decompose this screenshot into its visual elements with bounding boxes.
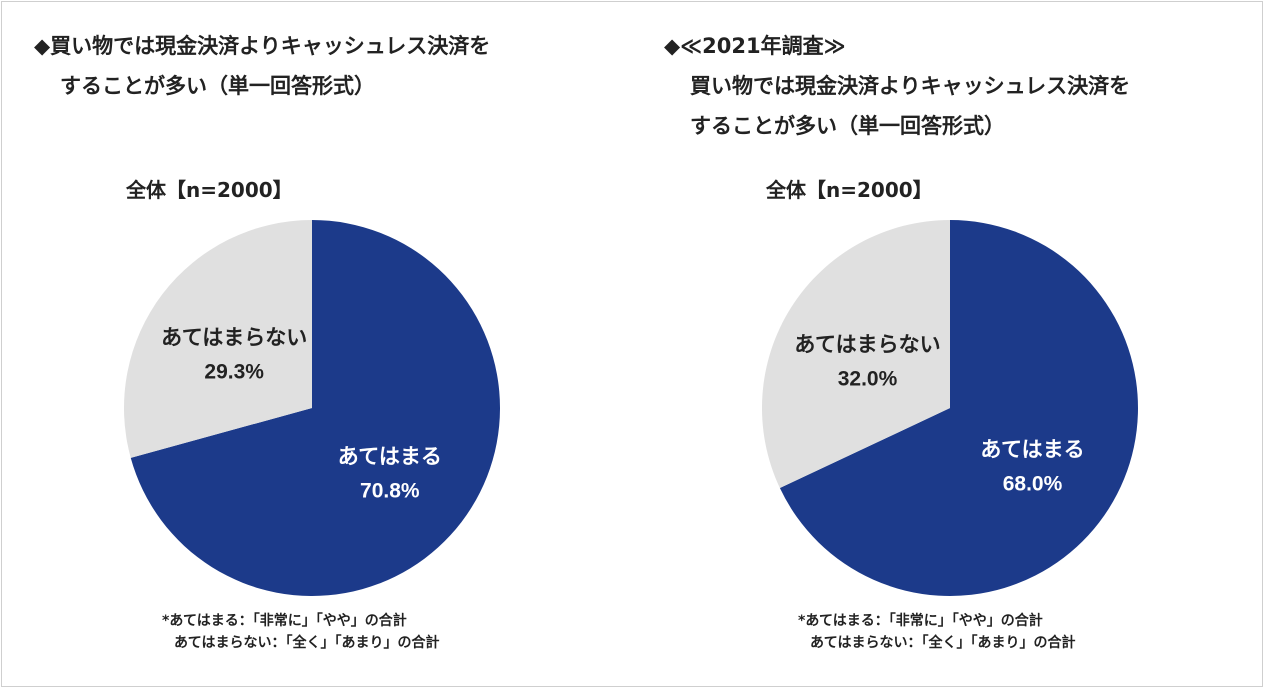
note-line-2: あてはまらない：「全く」「あまり」の合計 — [810, 635, 1076, 651]
title-line-2: することが多い（単一回答形式） — [60, 74, 375, 98]
slice-value-label: 29.3% — [204, 361, 264, 384]
pie-slice-applies — [779, 220, 1138, 596]
definition-note: *あてはまる：「非常に」「やや」の合計 あてはまらない：「全く」「あまり」の合計 — [798, 610, 1075, 654]
slice-category-label: あてはまる — [338, 445, 442, 468]
title-line-2: 買い物では現金決済よりキャッシュレス決済を — [690, 74, 1131, 98]
slice-value-label: 70.8% — [360, 479, 420, 502]
slice-value-label: 68.0% — [1003, 472, 1063, 495]
chart-panel-2021: ◆≪2021年調査≫ 買い物では現金決済よりキャッシュレス決済を することが多い… — [642, 2, 1262, 688]
slice-category-label: あてはまらない — [794, 334, 940, 357]
pie-slice-applies — [130, 220, 501, 596]
pie-slice-not-applies — [124, 220, 312, 458]
slice-category-label: あてはまらない — [161, 327, 307, 350]
pie-chart: あてはまる 70.8% あてはまらない 29.3% — [124, 220, 501, 596]
chart-panel-current: ◆買い物では現金決済よりキャッシュレス決済を することが多い（単一回答形式） 全… — [2, 2, 622, 688]
slice-category-label: あてはまる — [980, 438, 1084, 461]
note-line-1: *あてはまる：「非常に」「やや」の合計 — [162, 613, 407, 629]
title-line-3: することが多い（単一回答形式） — [690, 114, 1005, 138]
pie-chart: あてはまる 68.0% あてはまらない 32.0% — [761, 220, 1138, 596]
sample-size-label: 全体【n=2000】 — [126, 178, 293, 202]
title-line-1: ◆買い物では現金決済よりキャッシュレス決済を — [34, 34, 491, 58]
note-line-2: あてはまらない：「全く」「あまり」の合計 — [174, 635, 440, 651]
sample-size-label: 全体【n=2000】 — [766, 178, 933, 202]
pie-slice-not-applies — [761, 220, 950, 489]
note-line-1: *あてはまる：「非常に」「やや」の合計 — [798, 613, 1043, 629]
definition-note: *あてはまる：「非常に」「やや」の合計 あてはまらない：「全く」「あまり」の合計 — [162, 610, 439, 654]
slice-value-label: 32.0% — [838, 368, 898, 391]
chart-title: ◆買い物では現金決済よりキャッシュレス決済を することが多い（単一回答形式） — [34, 26, 490, 106]
chart-title: ◆≪2021年調査≫ 買い物では現金決済よりキャッシュレス決済を することが多い… — [664, 26, 1130, 146]
title-line-1: ◆≪2021年調査≫ — [664, 34, 846, 58]
